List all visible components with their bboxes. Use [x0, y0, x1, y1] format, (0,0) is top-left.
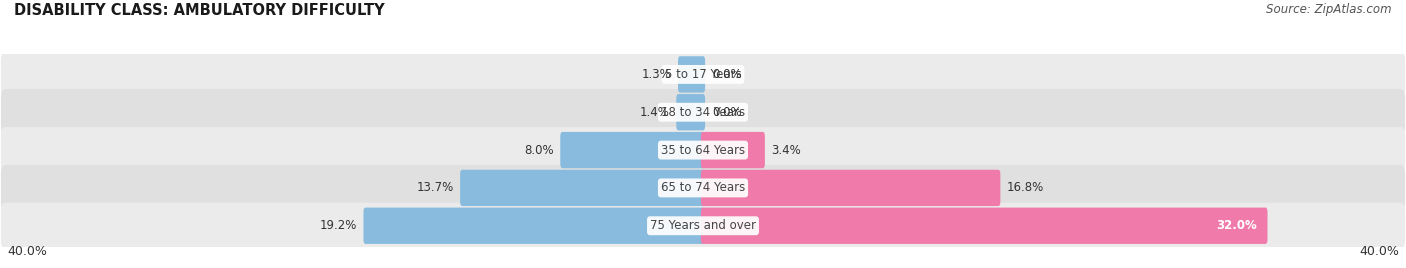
FancyBboxPatch shape [1, 51, 1405, 98]
Text: 40.0%: 40.0% [7, 245, 46, 258]
Text: 1.4%: 1.4% [640, 106, 669, 119]
Text: 18 to 34 Years: 18 to 34 Years [661, 106, 745, 119]
Text: 16.8%: 16.8% [1007, 181, 1045, 194]
Text: 5 to 17 Years: 5 to 17 Years [665, 68, 741, 81]
Text: DISABILITY CLASS: AMBULATORY DIFFICULTY: DISABILITY CLASS: AMBULATORY DIFFICULTY [14, 3, 385, 18]
Text: 3.4%: 3.4% [772, 144, 801, 157]
FancyBboxPatch shape [1, 203, 1405, 249]
FancyBboxPatch shape [363, 208, 704, 244]
Text: 0.0%: 0.0% [711, 106, 741, 119]
Text: 32.0%: 32.0% [1216, 219, 1257, 232]
FancyBboxPatch shape [561, 132, 706, 168]
Text: 8.0%: 8.0% [524, 144, 554, 157]
FancyBboxPatch shape [676, 94, 706, 131]
FancyBboxPatch shape [678, 56, 706, 92]
Text: 1.3%: 1.3% [641, 68, 672, 81]
Text: 0.0%: 0.0% [711, 68, 741, 81]
Text: 65 to 74 Years: 65 to 74 Years [661, 181, 745, 194]
Text: 35 to 64 Years: 35 to 64 Years [661, 144, 745, 157]
Text: 19.2%: 19.2% [319, 219, 357, 232]
FancyBboxPatch shape [1, 89, 1405, 135]
FancyBboxPatch shape [1, 165, 1405, 211]
FancyBboxPatch shape [1, 127, 1405, 173]
FancyBboxPatch shape [700, 170, 1001, 206]
FancyBboxPatch shape [700, 208, 1268, 244]
Text: Source: ZipAtlas.com: Source: ZipAtlas.com [1267, 3, 1392, 16]
Text: 75 Years and over: 75 Years and over [650, 219, 756, 232]
Text: 40.0%: 40.0% [1360, 245, 1399, 258]
Text: 13.7%: 13.7% [416, 181, 454, 194]
FancyBboxPatch shape [460, 170, 706, 206]
FancyBboxPatch shape [700, 132, 765, 168]
